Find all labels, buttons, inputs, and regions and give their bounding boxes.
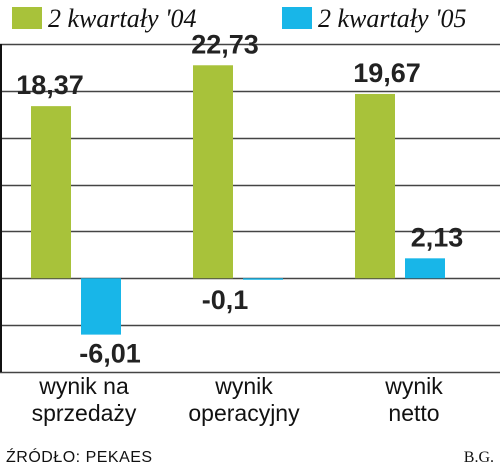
value-label-2005-0: -6,01 — [79, 339, 141, 369]
legend-swatch-2005 — [282, 7, 312, 29]
value-label-2005-2: 2,13 — [411, 222, 464, 252]
value-label-2005-1: -0,1 — [202, 285, 249, 315]
bar-2004-1 — [193, 65, 233, 279]
category-label-2-line-0: wynik — [384, 373, 443, 399]
legend-label-2004: 2 kwartały '04 — [48, 4, 197, 33]
bar-2004-2 — [355, 93, 395, 279]
value-labels-group: 18,37 22,73 19,67 -6,01 -0,1 2,13 — [16, 29, 463, 368]
category-labels-group: wynik nasprzedażywynikoperacyjnywyniknet… — [32, 373, 444, 426]
category-label-0-line-1: sprzedaży — [32, 400, 137, 426]
legend-swatch-2004 — [12, 7, 42, 29]
value-label-2004-1: 22,73 — [191, 29, 259, 59]
bar-2005-1 — [243, 278, 283, 280]
author-initials: B.G. — [464, 449, 494, 466]
category-label-0-line-0: wynik na — [38, 373, 129, 399]
category-label-1-line-0: wynik — [214, 373, 273, 399]
category-label-2-line-1: netto — [388, 400, 439, 426]
value-label-2004-2: 19,67 — [353, 58, 421, 88]
bar-2004-0 — [31, 106, 71, 279]
bar-2005-0 — [81, 278, 121, 335]
source-note: ŹRÓDŁO: PEKAES — [6, 447, 153, 466]
legend-label-2005: 2 kwartały '05 — [318, 4, 467, 33]
value-label-2004-0: 18,37 — [16, 70, 84, 100]
category-label-1-line-1: operacyjny — [188, 400, 300, 426]
bars-group — [31, 65, 445, 335]
bar-2005-2 — [405, 258, 445, 279]
